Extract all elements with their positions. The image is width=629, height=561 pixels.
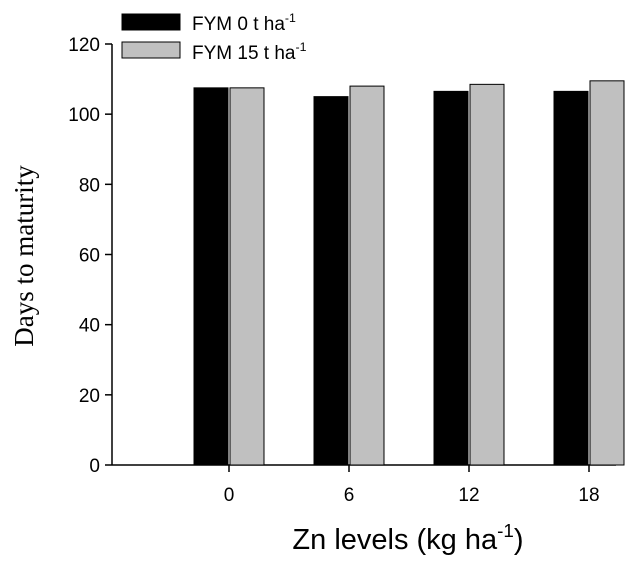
x-tick-label-0: 0 [224,485,235,506]
x-axis-title-sup: -1 [497,520,514,541]
x-tick-label-6: 6 [344,485,355,506]
x-axis-title-text: Zn levels (kg ha [292,524,498,556]
y-tick-label-40: 40 [79,316,100,337]
bar-series-0-cat-0 [193,87,229,466]
bar-series-1-cat-0 [229,87,265,466]
bar-series-0-cat-18 [553,90,589,466]
x-axis-title-end: ) [514,524,524,556]
bar-series-1-cat-12 [469,83,505,466]
y-tick-label-80: 80 [79,175,100,196]
bar-series-1-cat-6 [349,85,385,466]
legend: FYM 0 t ha-1 FYM 15 t ha-1 [121,11,307,64]
y-tick-label-0: 0 [89,456,100,477]
legend-swatch-series-1 [121,41,181,59]
bars [193,80,625,466]
x-tick-label-18: 18 [578,485,599,506]
bar-series-0-cat-6 [313,96,349,466]
y-axis: 0 20 40 60 80 100 120 [68,35,113,477]
x-axis: 0 6 12 18 [112,464,616,506]
legend-label-series-1: FYM 15 t ha-1 [192,40,307,64]
y-tick-label-60: 60 [79,246,100,267]
y-tick-label-20: 20 [79,386,100,407]
x-tick-label-12: 12 [458,485,479,506]
y-tick-label-120: 120 [68,35,100,56]
legend-swatch-series-0 [121,13,181,31]
y-tick-label-100: 100 [68,105,100,126]
x-axis-title: Zn levels (kg ha-1) [292,520,523,556]
y-axis-title: Days to maturity [9,165,39,347]
legend-label-series-0: FYM 0 t ha-1 [192,11,296,35]
bar-series-1-cat-18 [589,80,625,466]
bar-series-0-cat-12 [433,90,469,466]
